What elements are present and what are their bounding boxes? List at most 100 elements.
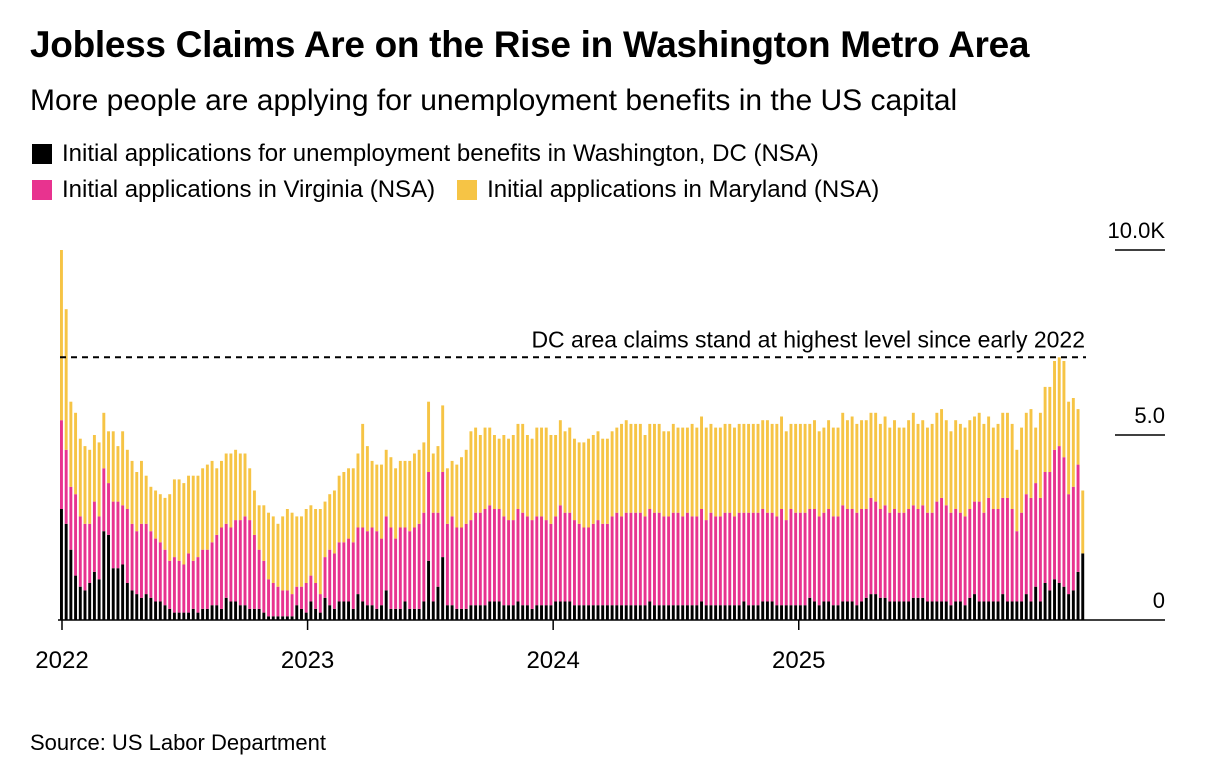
bar-maryland	[394, 468, 398, 539]
bar-dc	[64, 523, 68, 620]
bar-dc	[257, 608, 261, 620]
bar-maryland	[808, 423, 812, 509]
bar-dc	[469, 605, 473, 620]
bar-maryland	[215, 468, 219, 535]
bar-maryland	[549, 435, 553, 524]
bar-maryland	[714, 427, 718, 517]
bar-dc	[1034, 586, 1038, 620]
bar-maryland	[149, 486, 153, 532]
bar-virginia	[587, 527, 591, 606]
legend-swatch-virginia	[32, 180, 52, 200]
bar-maryland	[210, 460, 214, 543]
bar-maryland	[1057, 357, 1061, 447]
bar-dc	[328, 605, 332, 620]
bar-dc	[394, 608, 398, 620]
bar-maryland	[412, 453, 416, 528]
bar-dc	[398, 608, 402, 620]
bar-virginia	[361, 527, 365, 602]
bar-maryland	[97, 442, 101, 517]
legend-item-dc: Initial applications for unemployment be…	[32, 140, 819, 168]
bar-dc	[281, 616, 285, 620]
bar-virginia	[380, 538, 383, 606]
legend-item-maryland: Initial applications in Maryland (NSA)	[457, 176, 879, 204]
bar-virginia	[982, 512, 986, 602]
bar-virginia	[492, 509, 496, 602]
bar-dc	[1081, 553, 1085, 620]
bar-dc	[205, 608, 209, 620]
bar-dc	[869, 594, 873, 620]
bar-maryland	[841, 412, 845, 506]
bar-dc	[210, 605, 214, 620]
bar-maryland	[384, 449, 388, 517]
bar-dc	[700, 601, 703, 620]
bar-maryland	[530, 438, 534, 521]
bar-virginia	[337, 542, 341, 602]
bar-dc	[930, 601, 934, 620]
bar-virginia	[64, 449, 68, 524]
bar-virginia	[784, 520, 788, 606]
bar-maryland	[74, 412, 78, 495]
bar-virginia	[107, 483, 110, 535]
bar-dc	[794, 605, 798, 620]
bar-dc	[450, 605, 454, 620]
bar-maryland	[318, 509, 322, 595]
bar-maryland	[135, 472, 139, 532]
bar-dc	[201, 608, 205, 620]
bar-virginia	[549, 523, 553, 606]
bar-maryland	[1005, 412, 1009, 498]
bar-dc	[154, 601, 158, 620]
bar-virginia	[422, 512, 426, 602]
bar-virginia	[662, 516, 666, 606]
bar-virginia	[154, 538, 158, 602]
bar-dc	[384, 590, 388, 620]
bar-virginia	[977, 501, 981, 602]
bar-dc	[60, 509, 63, 620]
bar-virginia	[653, 512, 656, 606]
legend-label-virginia: Initial applications in Virginia (NSA)	[62, 176, 436, 203]
bar-maryland	[304, 509, 308, 583]
bar-maryland	[229, 453, 233, 528]
bar-dc	[158, 601, 162, 620]
bar-dc	[1057, 583, 1061, 620]
bar-dc	[765, 601, 769, 620]
bar-dc	[380, 605, 383, 620]
bar-maryland	[695, 427, 699, 517]
bar-virginia	[455, 527, 459, 609]
bar-maryland	[455, 464, 459, 528]
bar-maryland	[483, 427, 487, 509]
bar-virginia	[483, 509, 487, 606]
bar-maryland	[300, 516, 303, 587]
bar-dc	[252, 608, 256, 620]
bar-maryland	[337, 475, 341, 543]
bar-virginia	[474, 512, 478, 606]
bar-virginia	[497, 509, 501, 602]
bar-dc	[549, 605, 553, 620]
bar-maryland	[860, 420, 864, 509]
bar-dc	[874, 594, 878, 620]
bar-maryland	[587, 438, 591, 528]
bar-dc	[558, 601, 562, 620]
bar-virginia	[780, 509, 783, 606]
bar-dc	[808, 597, 812, 620]
legend-item-virginia: Initial applications in Virginia (NSA)	[32, 176, 435, 204]
bar-dc	[144, 594, 148, 620]
bar-maryland	[733, 427, 736, 517]
bar-maryland	[558, 420, 562, 506]
bar-virginia	[968, 509, 972, 598]
bar-maryland	[573, 438, 576, 521]
bar-maryland	[982, 423, 986, 513]
bar-maryland	[878, 423, 882, 509]
bar-maryland	[765, 420, 769, 513]
bar-maryland	[756, 423, 760, 513]
bar-virginia	[408, 531, 412, 609]
bar-dc	[662, 605, 666, 620]
bar-virginia	[596, 520, 600, 606]
bar-virginia	[634, 512, 638, 606]
bar-virginia	[530, 520, 534, 609]
bar-virginia	[488, 505, 492, 602]
bar-maryland	[116, 446, 120, 502]
bar-virginia	[507, 520, 511, 606]
bar-dc	[511, 605, 515, 620]
bar-dc	[704, 605, 708, 620]
bar-maryland	[83, 446, 87, 524]
